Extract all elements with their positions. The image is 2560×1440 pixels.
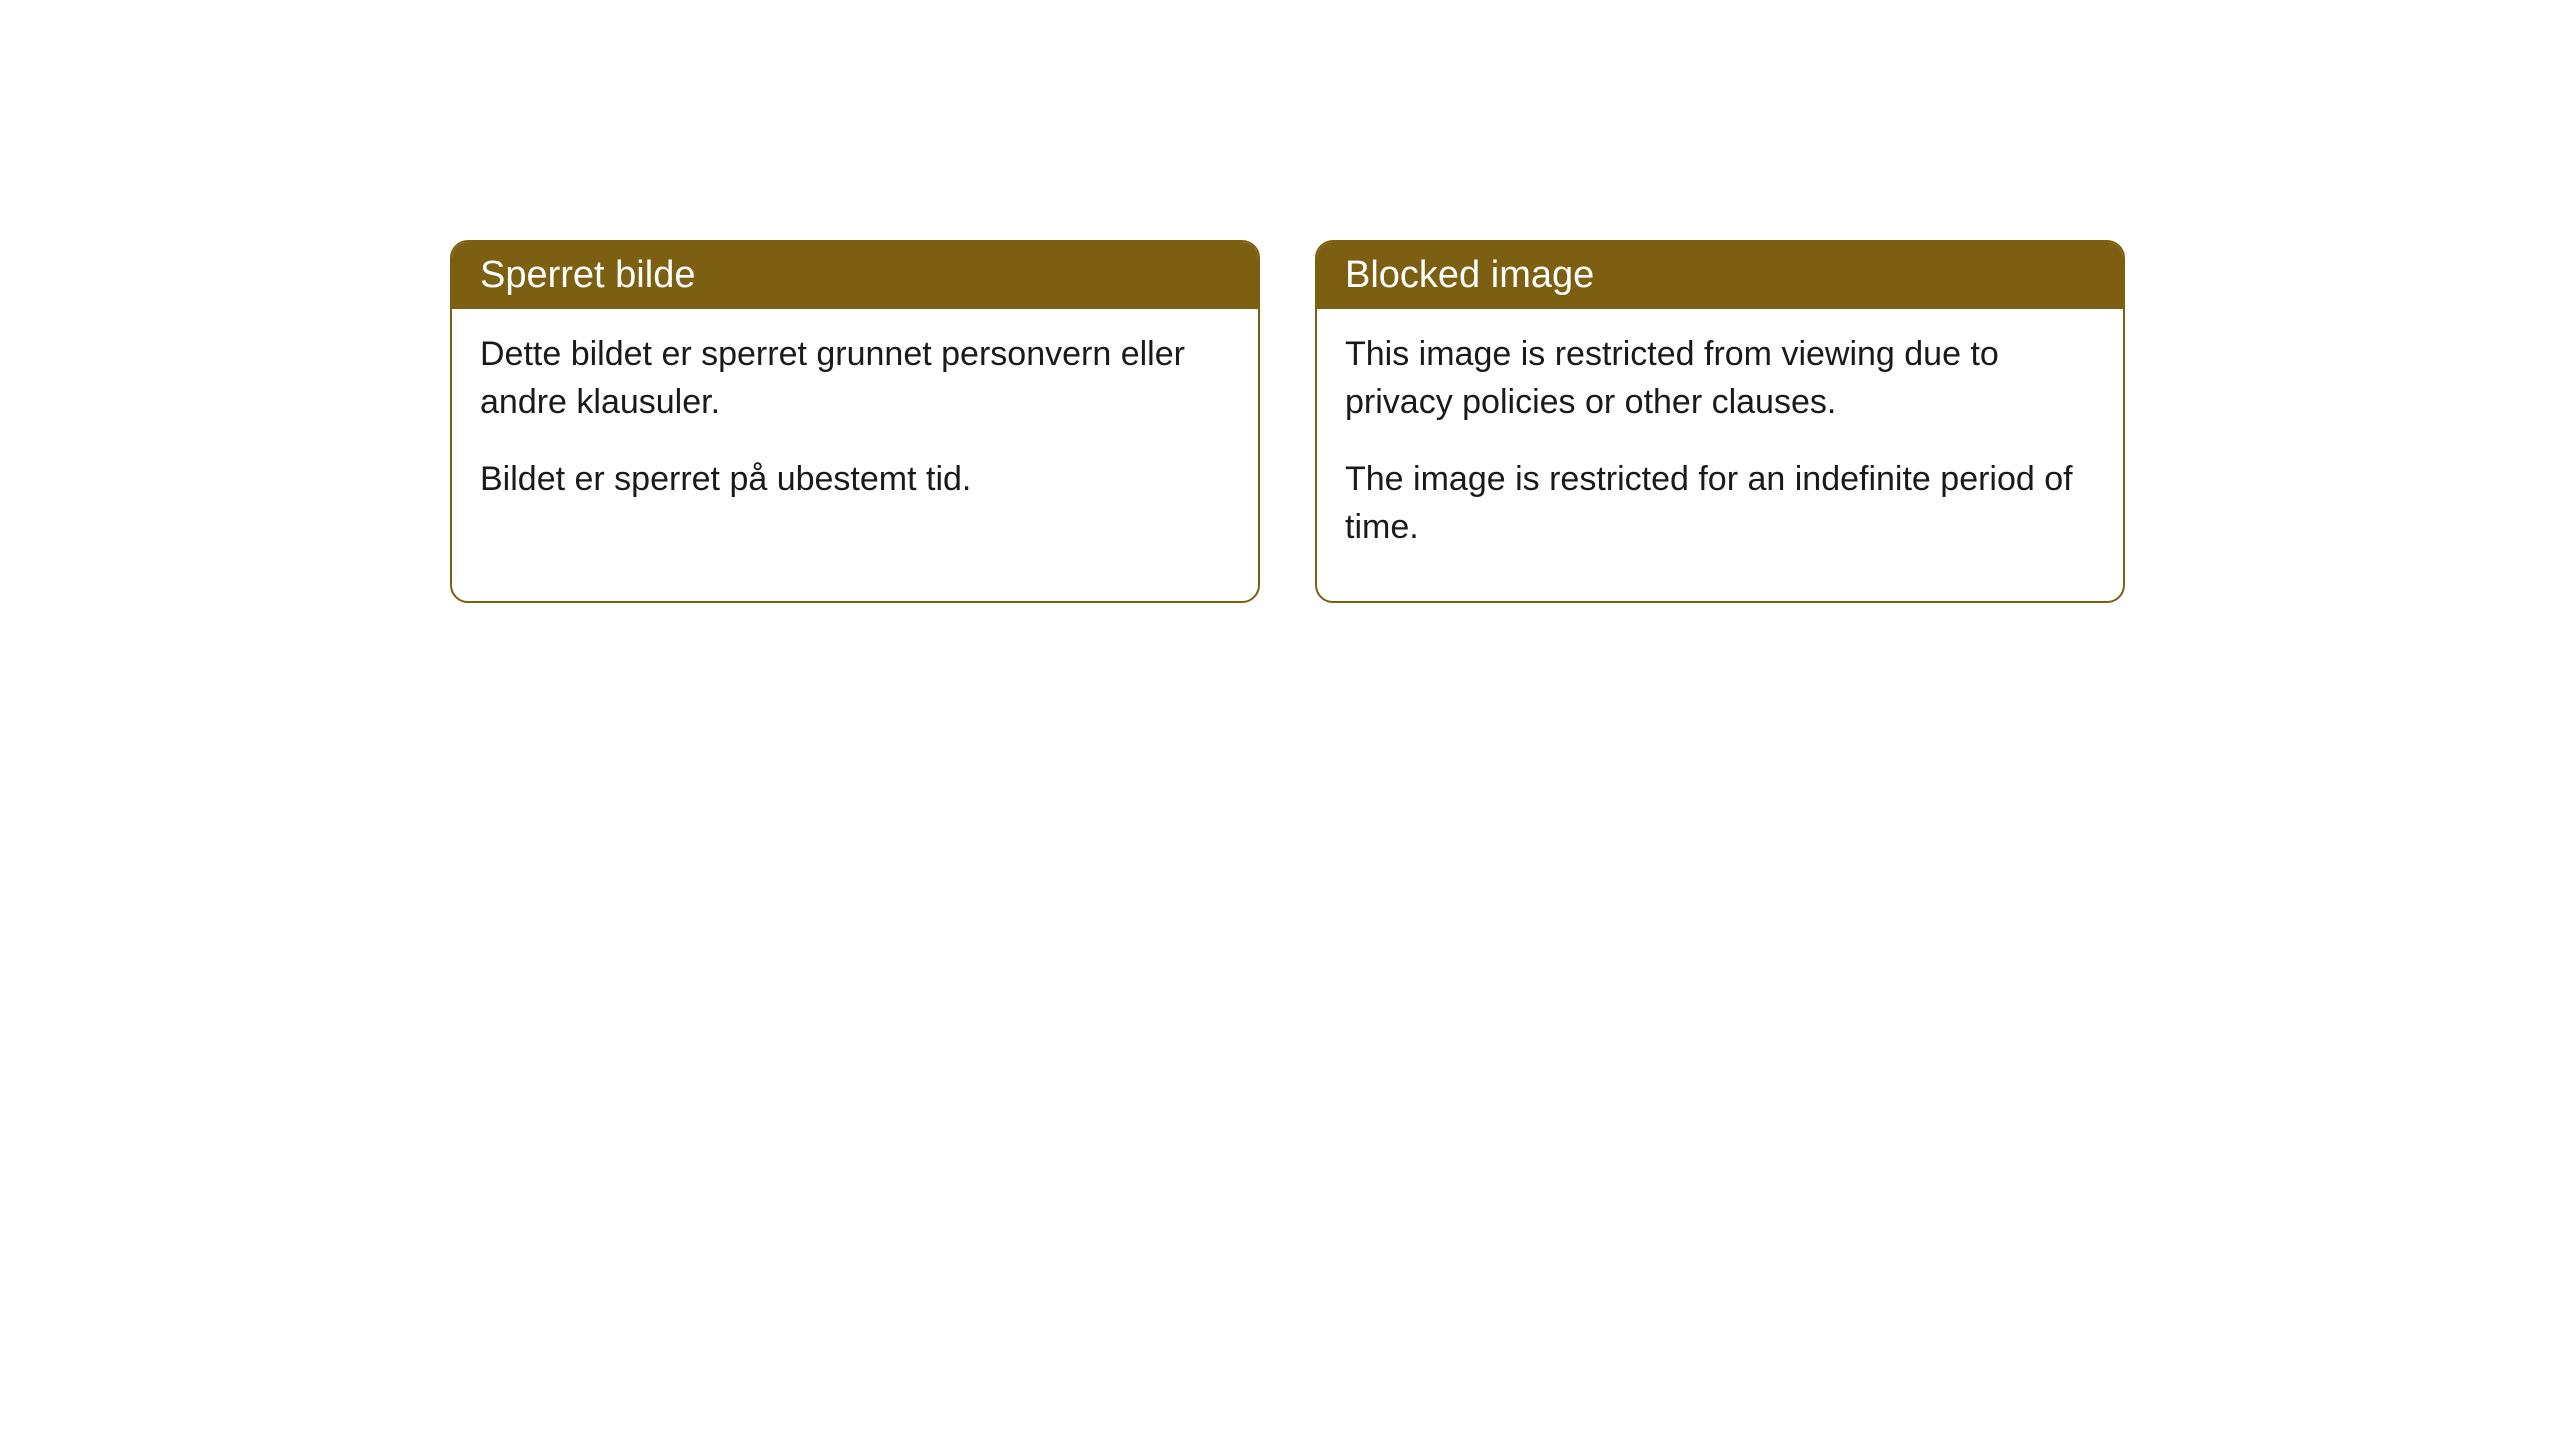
notice-card-norwegian: Sperret bilde Dette bildet er sperret gr…	[450, 240, 1260, 603]
notice-body: Dette bildet er sperret grunnet personve…	[452, 309, 1258, 554]
notice-paragraph-1: Dette bildet er sperret grunnet personve…	[480, 331, 1230, 426]
notice-paragraph-2: Bildet er sperret på ubestemt tid.	[480, 456, 1230, 504]
notice-paragraph-2: The image is restricted for an indefinit…	[1345, 456, 2095, 551]
notice-card-english: Blocked image This image is restricted f…	[1315, 240, 2125, 603]
notice-paragraph-1: This image is restricted from viewing du…	[1345, 331, 2095, 426]
notice-header: Blocked image	[1317, 242, 2123, 309]
notice-container: Sperret bilde Dette bildet er sperret gr…	[450, 240, 2125, 603]
notice-header: Sperret bilde	[452, 242, 1258, 309]
notice-body: This image is restricted from viewing du…	[1317, 309, 2123, 601]
